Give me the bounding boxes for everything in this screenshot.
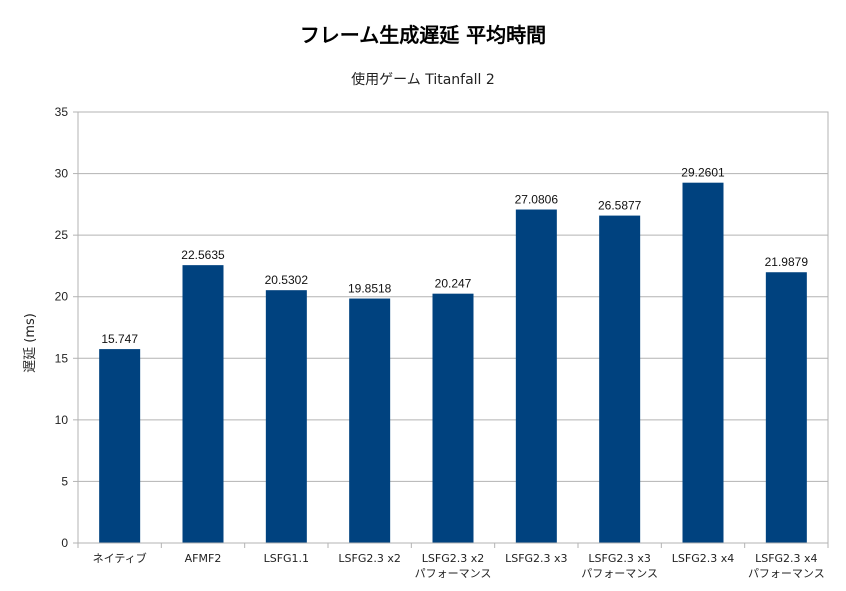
x-tick-label-line: LSFG1.1 bbox=[264, 552, 309, 565]
x-tick-label-line: LSFG2.3 x3 bbox=[505, 552, 567, 565]
data-label: 20.5302 bbox=[265, 273, 309, 287]
y-tick-label: 30 bbox=[55, 167, 69, 181]
x-tick-label-line: パフォーマンス bbox=[415, 567, 492, 580]
bar bbox=[599, 215, 641, 543]
x-tick-label: LSFG2.3 x3 パフォーマンス bbox=[581, 552, 658, 580]
x-tick-label: LSFG2.3 x4 bbox=[672, 552, 734, 565]
x-tick-label-line: パフォーマンス bbox=[581, 567, 658, 580]
x-tick-label-line: LSFG2.3 x4 bbox=[755, 552, 817, 565]
plot-frame bbox=[73, 111, 829, 548]
x-tick-label-line: LSFG2.3 x4 bbox=[672, 552, 734, 565]
y-tick-label: 25 bbox=[55, 228, 69, 242]
x-tick-label: ネイティブ bbox=[93, 551, 147, 565]
data-label: 19.8518 bbox=[348, 282, 392, 296]
x-tick-label-line: LSFG2.3 x2 bbox=[422, 552, 484, 565]
x-tick-label: LSFG2.3 x4 パフォーマンス bbox=[748, 552, 825, 580]
x-tick-label: LSFG2.3 x2 パフォーマンス bbox=[415, 552, 492, 580]
bars bbox=[99, 182, 807, 543]
data-label: 20.247 bbox=[435, 277, 472, 291]
y-tick-label: 0 bbox=[61, 536, 68, 550]
x-tick-label-line: LSFG2.3 x3 bbox=[588, 552, 650, 565]
x-tick-label: LSFG1.1 bbox=[264, 552, 309, 565]
bar bbox=[432, 293, 474, 543]
x-tick-label-line: LSFG2.3 x2 bbox=[338, 552, 400, 565]
chart-title: フレーム生成遅延 平均時間 bbox=[300, 23, 546, 47]
bar bbox=[515, 209, 557, 543]
x-tick-label: AFMF2 bbox=[185, 552, 222, 565]
bar bbox=[265, 290, 307, 543]
x-tick-label-line: ネイティブ bbox=[93, 551, 147, 565]
data-label: 15.747 bbox=[101, 332, 138, 346]
x-tick-label: LSFG2.3 x3 bbox=[505, 552, 567, 565]
y-tick-label: 15 bbox=[55, 351, 69, 365]
bar bbox=[182, 265, 224, 543]
chart-subtitle: 使用ゲーム Titanfall 2 bbox=[351, 71, 495, 88]
data-label: 22.5635 bbox=[181, 248, 225, 262]
x-tick-label-line: AFMF2 bbox=[185, 552, 222, 565]
y-tick-label: 10 bbox=[55, 413, 69, 427]
bar bbox=[99, 349, 141, 543]
bar bbox=[682, 182, 724, 543]
y-tick-label: 5 bbox=[61, 474, 68, 488]
x-tick-label-line: パフォーマンス bbox=[748, 567, 825, 580]
y-tick-label: 35 bbox=[55, 105, 69, 119]
labels: 0 5 10 15 20 25 30 35 15.747 22.5635 20.5302 19.851… bbox=[55, 105, 825, 580]
bar bbox=[349, 298, 391, 543]
x-tick-label: LSFG2.3 x2 bbox=[338, 552, 400, 565]
y-tick-label: 20 bbox=[55, 290, 69, 304]
data-label: 29.2601 bbox=[681, 166, 725, 180]
y-axis-label: 遅延 (ms) bbox=[23, 313, 38, 373]
data-label: 21.9879 bbox=[765, 255, 809, 269]
data-label: 26.5877 bbox=[598, 199, 642, 213]
bar bbox=[765, 272, 807, 543]
data-label: 27.0806 bbox=[515, 193, 559, 207]
